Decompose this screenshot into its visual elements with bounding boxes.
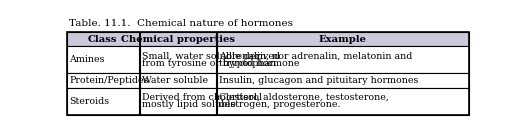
FancyBboxPatch shape xyxy=(66,73,139,88)
Text: Steroids: Steroids xyxy=(70,97,109,106)
FancyBboxPatch shape xyxy=(66,88,139,115)
Text: Chemical properties: Chemical properties xyxy=(121,35,235,44)
FancyBboxPatch shape xyxy=(217,88,470,115)
Text: Water soluble: Water soluble xyxy=(142,76,209,85)
Text: Small, water soluble derived: Small, water soluble derived xyxy=(142,52,280,61)
Text: Example: Example xyxy=(319,35,367,44)
Text: Insulin, glucagon and pituitary hormones: Insulin, glucagon and pituitary hormones xyxy=(219,76,419,85)
FancyBboxPatch shape xyxy=(217,47,470,73)
Text: Derived from cholesterol: Derived from cholesterol xyxy=(142,93,263,102)
Text: Cortisol, aldosterone, testosterone,: Cortisol, aldosterone, testosterone, xyxy=(219,93,389,102)
FancyBboxPatch shape xyxy=(66,32,139,47)
Text: mostly lipid soluble: mostly lipid soluble xyxy=(142,100,236,109)
Text: Amines: Amines xyxy=(70,55,105,64)
Text: from tyrosine or tryptophan: from tyrosine or tryptophan xyxy=(142,59,277,68)
Text: Class: Class xyxy=(88,35,118,44)
FancyBboxPatch shape xyxy=(217,73,470,88)
Text: Table. 11.1.  Chemical nature of hormones: Table. 11.1. Chemical nature of hormones xyxy=(69,19,292,28)
FancyBboxPatch shape xyxy=(217,32,470,47)
FancyBboxPatch shape xyxy=(140,73,216,88)
Text: Adrenalin, nor adrenalin, melatonin and: Adrenalin, nor adrenalin, melatonin and xyxy=(219,52,413,61)
Text: oestrogen, progesterone.: oestrogen, progesterone. xyxy=(219,100,341,109)
FancyBboxPatch shape xyxy=(140,88,216,115)
FancyBboxPatch shape xyxy=(140,32,216,47)
FancyBboxPatch shape xyxy=(66,47,139,73)
Text: thyroid hormone: thyroid hormone xyxy=(219,59,300,68)
FancyBboxPatch shape xyxy=(140,47,216,73)
Text: Protein/Peptides: Protein/Peptides xyxy=(70,76,149,85)
